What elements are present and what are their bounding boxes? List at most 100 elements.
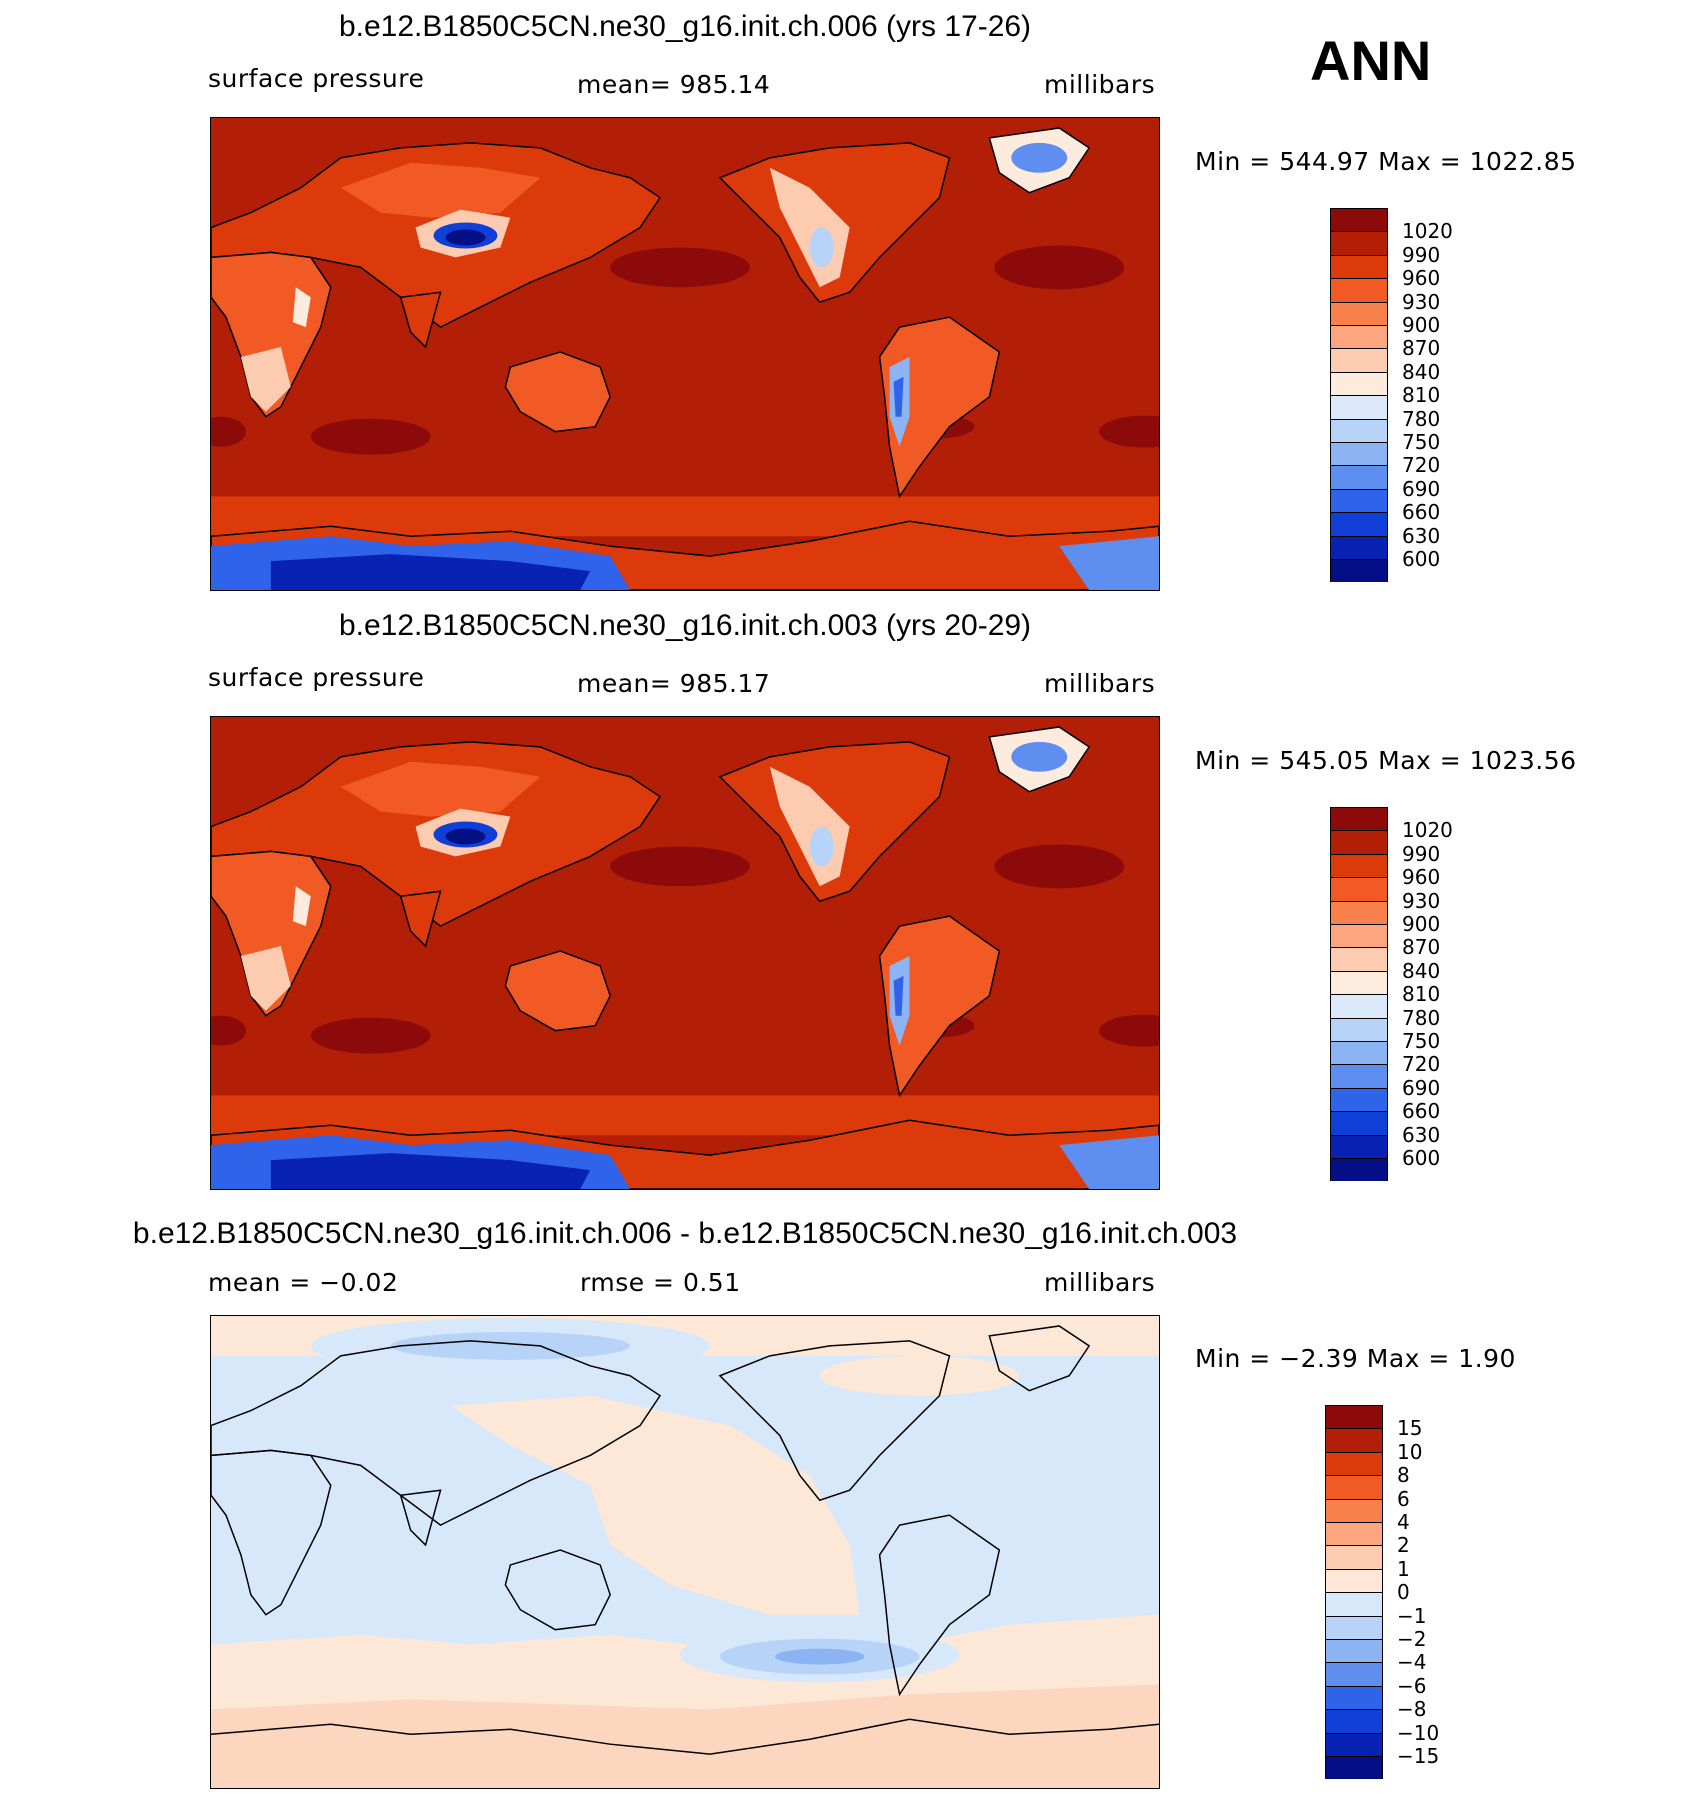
panel2-map <box>210 716 1160 1190</box>
colorbar-label: 900 <box>1402 912 1441 936</box>
colorbar-swatch <box>1330 231 1388 255</box>
colorbar-swatch <box>1325 1568 1383 1593</box>
panel1-minmax: Min = 544.97 Max = 1022.85 <box>1195 147 1577 176</box>
colorbar-label: 0 <box>1397 1580 1410 1605</box>
colorbar-swatch <box>1330 924 1388 948</box>
colorbar-label: 900 <box>1402 313 1441 337</box>
eurasia-coast <box>211 1340 662 1526</box>
panel2-units-label: millibars <box>1044 669 1156 698</box>
colorbar-swatch <box>1330 877 1388 901</box>
colorbar-label: 720 <box>1402 453 1441 478</box>
high-n-atlantic <box>994 245 1125 290</box>
colorbar-swatch <box>1330 1111 1388 1135</box>
antarctica-coast <box>211 1718 1159 1755</box>
colorbar-label: 960 <box>1402 865 1441 890</box>
colorbar-label: 660 <box>1402 1099 1441 1124</box>
panel3-minmax: Min = −2.39 Max = 1.90 <box>1195 1344 1516 1373</box>
colorbar-label: 1 <box>1397 1556 1410 1581</box>
colorbar-label: 930 <box>1402 888 1441 913</box>
panel2-variable-label: surface pressure <box>208 663 425 692</box>
colorbar-swatch <box>1330 301 1388 325</box>
colorbar-label: −8 <box>1397 1697 1427 1722</box>
colorbar-label: 780 <box>1402 406 1441 431</box>
colorbar-label: −15 <box>1397 1744 1440 1768</box>
panel2-mean-label: mean= 985.17 <box>577 669 771 698</box>
positive-pacific <box>450 1395 860 1615</box>
colorbar-swatch <box>1325 1592 1383 1616</box>
panel2-minmax: Min = 545.05 Max = 1023.56 <box>1195 746 1577 775</box>
colorbar-label: 630 <box>1402 523 1441 548</box>
colorbar-label: 750 <box>1402 430 1441 454</box>
colorbar-swatch <box>1330 442 1388 466</box>
colorbar-label: 690 <box>1402 1075 1441 1100</box>
colorbar-swatch <box>1330 900 1388 924</box>
colorbar-swatch <box>1330 254 1388 279</box>
colorbar-label: −2 <box>1397 1627 1427 1651</box>
colorbar-swatch <box>1330 348 1388 372</box>
southern-ocean-band <box>211 496 1159 537</box>
colorbar-swatch <box>1330 465 1388 489</box>
panel3-rmse-label: rmse = 0.51 <box>580 1268 741 1297</box>
season-label: ANN <box>1310 29 1432 92</box>
colorbar-swatch <box>1330 278 1388 302</box>
colorbar-swatch <box>1325 1475 1383 1499</box>
panel2-map-svg <box>211 717 1159 1189</box>
panel1-map <box>210 117 1160 591</box>
greenland-coast <box>988 1325 1091 1392</box>
colorbar-swatch <box>1330 1064 1388 1088</box>
high-s-atlantic <box>1099 415 1159 448</box>
colorbar-label: −10 <box>1397 1720 1440 1745</box>
colorbar-swatch <box>1330 512 1388 536</box>
colorbar-label: 15 <box>1397 1416 1423 1441</box>
colorbar-label: 10 <box>1397 1439 1423 1464</box>
colorbar-swatch <box>1330 535 1388 559</box>
panel3-mean-label: mean = −0.02 <box>208 1268 399 1297</box>
colorbar-swatch <box>1330 807 1388 831</box>
australia-coast <box>504 1549 611 1631</box>
colorbar-label: 990 <box>1402 841 1441 866</box>
colorbar-label: 750 <box>1402 1029 1441 1053</box>
colorbar-swatch <box>1325 1428 1383 1452</box>
colorbar-label: 600 <box>1402 547 1441 571</box>
colorbar-label: −4 <box>1397 1650 1427 1675</box>
colorbar-label: 840 <box>1402 359 1441 384</box>
colorbar-label: 4 <box>1397 1510 1410 1534</box>
colorbar-swatch <box>1330 947 1388 971</box>
colorbar-swatch <box>1330 371 1388 396</box>
colorbar-swatch <box>1330 208 1388 232</box>
colorbar-label: 6 <box>1397 1486 1410 1511</box>
colorbar-swatch <box>1325 1498 1383 1522</box>
colorbar-label: −1 <box>1397 1603 1427 1628</box>
southern-ocean-band <box>211 1095 1159 1136</box>
colorbar-swatch <box>1330 325 1388 349</box>
south-america-coast <box>878 1514 1001 1697</box>
australia-land <box>504 950 611 1032</box>
colorbar-swatch <box>1325 1756 1383 1780</box>
colorbar-label: 960 <box>1402 266 1441 291</box>
colorbar-label: 690 <box>1402 476 1441 501</box>
colorbar-swatch <box>1325 1662 1383 1686</box>
colorbar-label: 630 <box>1402 1122 1441 1147</box>
colorbar-label: 930 <box>1402 289 1441 314</box>
colorbar-swatch <box>1325 1451 1383 1476</box>
colorbar-label: 810 <box>1402 383 1441 408</box>
colorbar-swatch <box>1330 395 1388 419</box>
panel1-variable-label: surface pressure <box>208 64 425 93</box>
panel1-units-label: millibars <box>1044 70 1156 99</box>
high-n-pacific <box>610 247 750 288</box>
colorbar-swatch <box>1330 1134 1388 1158</box>
colorbar-swatch <box>1330 970 1388 995</box>
colorbar-label: 2 <box>1397 1533 1410 1558</box>
panel3-units-label: millibars <box>1044 1268 1156 1297</box>
colorbar-label: 660 <box>1402 500 1441 525</box>
panel2-title: b.e12.B1850C5CN.ne30_g16.init.ch.003 (yr… <box>338 609 1032 642</box>
colorbar-label: 600 <box>1402 1146 1441 1170</box>
colorbar-label: 720 <box>1402 1052 1441 1077</box>
colorbar-swatch <box>1330 488 1388 513</box>
colorbar-swatch <box>1330 1087 1388 1112</box>
panel3-map-svg <box>211 1316 1159 1788</box>
colorbar-label: 870 <box>1402 336 1441 361</box>
colorbar-label: −6 <box>1397 1673 1427 1698</box>
colorbar-swatch <box>1330 853 1388 878</box>
colorbar-label: 1020 <box>1402 818 1453 843</box>
